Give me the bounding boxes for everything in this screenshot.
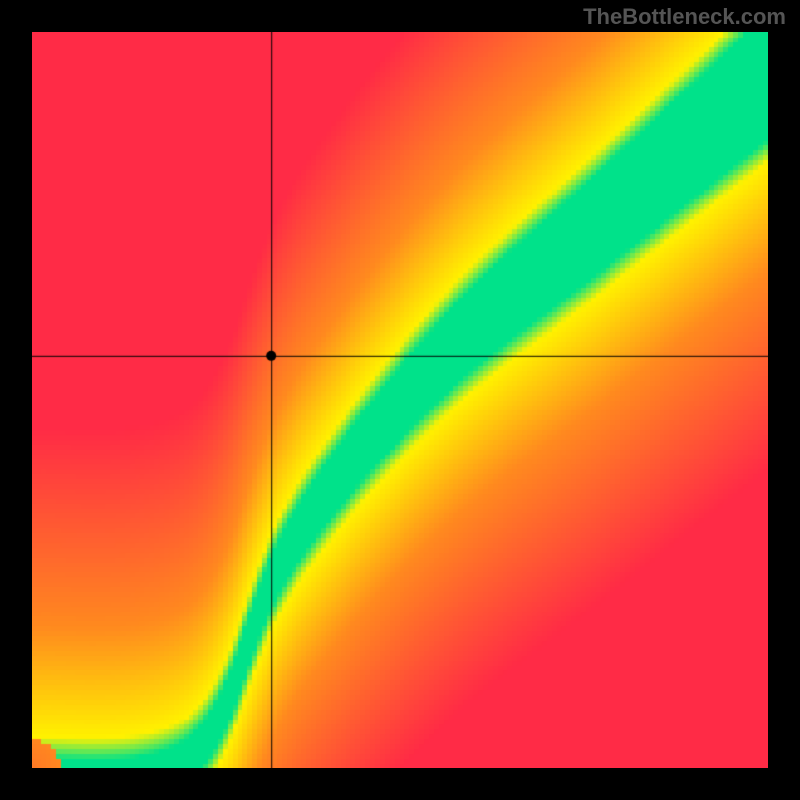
chart-container: TheBottleneck.com: [0, 0, 800, 800]
heatmap-plot-area: [32, 32, 768, 768]
heatmap-canvas: [32, 32, 768, 768]
watermark-text: TheBottleneck.com: [583, 4, 786, 30]
